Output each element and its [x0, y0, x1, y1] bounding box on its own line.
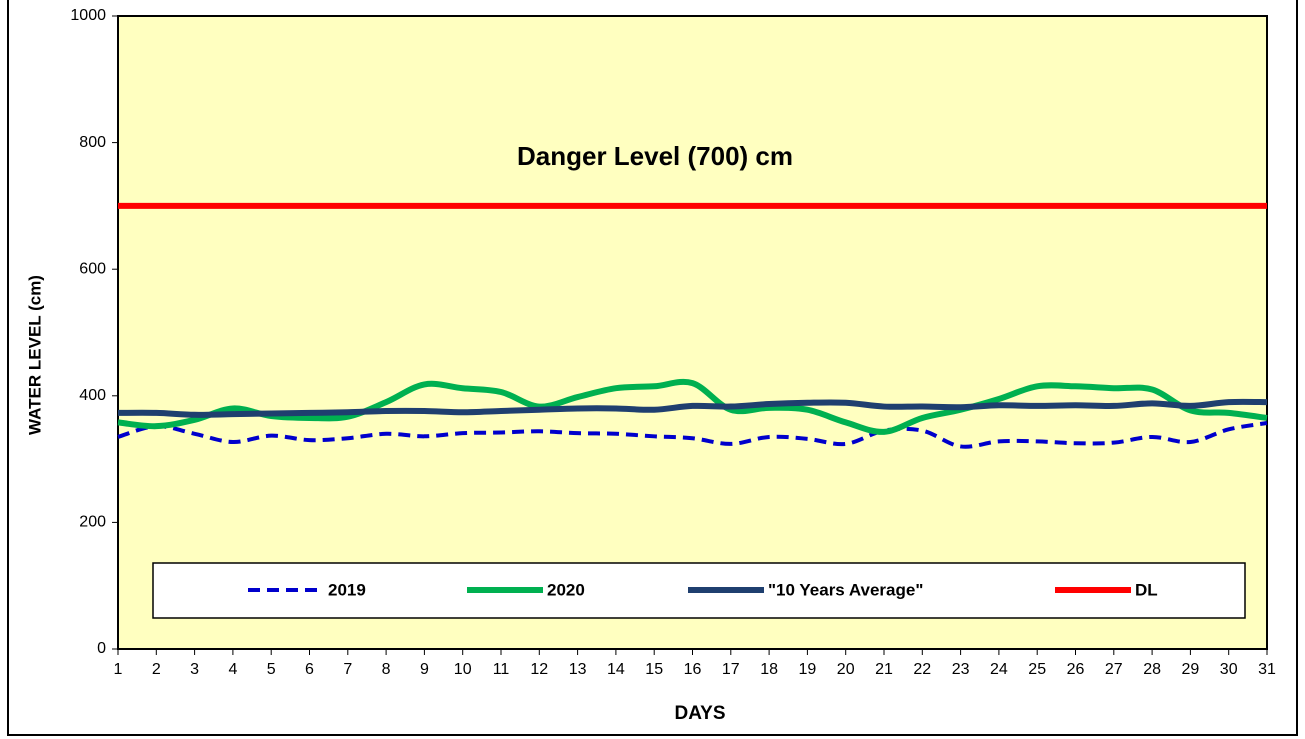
x-tick-label: 2	[152, 661, 161, 678]
legend-label: "10 Years Average"	[768, 580, 923, 599]
x-tick-label: 23	[952, 661, 970, 678]
series-line	[117, 421, 1268, 449]
x-tick-label: 11	[493, 661, 510, 678]
x-tick-label: 9	[420, 661, 429, 678]
x-tick-label: 10	[454, 661, 472, 678]
annotation: Danger Level (700) cm	[517, 141, 793, 171]
x-tick-label: 19	[799, 661, 817, 678]
x-tick-label: 13	[569, 661, 587, 678]
x-tick-label: 22	[913, 661, 931, 678]
legend-label: DL	[1135, 580, 1158, 599]
y-axis-label: WATER LEVEL (cm)	[25, 275, 44, 435]
x-tick-label: 30	[1220, 661, 1238, 678]
legend-label: 2020	[547, 580, 585, 599]
x-tick-label: 14	[607, 661, 625, 678]
y-tick-label: 200	[79, 514, 106, 531]
frame	[7, 0, 1298, 736]
plot-area	[112, 15, 1268, 655]
x-tick-label: 15	[645, 661, 663, 678]
x-tick-label: 7	[343, 661, 352, 678]
y-tick-label: 400	[79, 387, 106, 404]
x-tick-label: 28	[1143, 661, 1161, 678]
x-tick-label: 31	[1258, 661, 1276, 678]
y-tick-label: 600	[79, 260, 106, 277]
x-tick-label: 20	[837, 661, 855, 678]
x-tick-label: 25	[1028, 661, 1046, 678]
plot-background	[117, 15, 1268, 650]
legend-label: 2019	[328, 580, 366, 599]
x-tick-label: 29	[1182, 661, 1200, 678]
x-tick-label: 4	[228, 661, 237, 678]
series-line	[117, 378, 1268, 435]
x-tick-label: 6	[305, 661, 314, 678]
x-axis-label: DAYS	[674, 703, 725, 724]
series-line	[117, 398, 1268, 418]
x-tick-label: 16	[684, 661, 702, 678]
x-tick-label: 24	[990, 661, 1008, 678]
y-tick-label: 800	[79, 134, 106, 151]
x-tick-label: 17	[722, 661, 740, 678]
x-tick-label: 3	[190, 661, 199, 678]
x-tick-label: 27	[1105, 661, 1123, 678]
x-tick-label: 12	[530, 661, 548, 678]
x-tick-label: 18	[760, 661, 778, 678]
y-tick-label: 1000	[70, 7, 106, 24]
x-tick-label: 21	[875, 661, 893, 678]
x-tick-label: 5	[267, 661, 276, 678]
x-tick-label: 1	[114, 661, 123, 678]
x-tick-label: 26	[1067, 661, 1085, 678]
y-tick-label: 0	[97, 640, 106, 657]
x-tick-label: 8	[382, 661, 391, 678]
